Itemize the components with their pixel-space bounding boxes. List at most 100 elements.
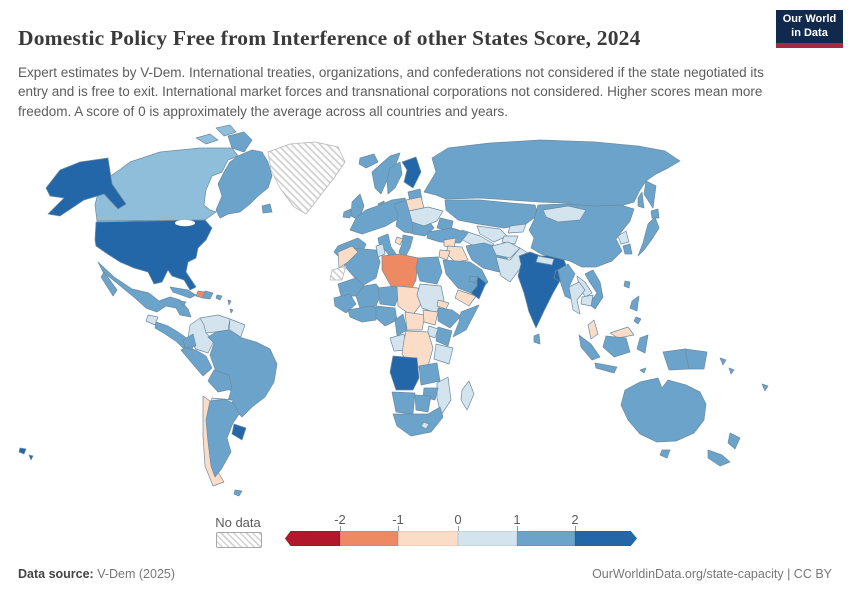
- country-thailand[interactable]: [568, 281, 586, 315]
- country-uruguay[interactable]: [231, 423, 247, 441]
- country-australia[interactable]: [620, 377, 707, 443]
- country-ethiopia[interactable]: [437, 307, 462, 329]
- country-west-africa-coast[interactable]: [347, 305, 379, 323]
- country-jamaica[interactable]: [179, 300, 187, 307]
- country-indonesia-java[interactable]: [594, 362, 618, 374]
- country-pacific-islands[interactable]: [761, 383, 769, 392]
- country-ireland[interactable]: [342, 208, 352, 219]
- country-jordan[interactable]: [438, 249, 451, 261]
- country-philippines[interactable]: [629, 295, 640, 312]
- country-canada-east[interactable]: [215, 149, 273, 219]
- country-indonesia-borneo[interactable]: [602, 335, 631, 358]
- country-madagascar[interactable]: [460, 380, 475, 411]
- country-timor[interactable]: [639, 367, 647, 374]
- country-sweden[interactable]: [386, 161, 403, 195]
- country-australia-tasmania[interactable]: [659, 449, 671, 459]
- country-vietnam[interactable]: [584, 269, 604, 310]
- country-taiwan[interactable]: [623, 280, 631, 289]
- country-north-korea[interactable]: [617, 230, 630, 245]
- country-new-zealand-north[interactable]: [727, 432, 741, 450]
- country-malaysia-borneo[interactable]: [609, 326, 635, 339]
- country-mexico[interactable]: [97, 261, 192, 318]
- country-pacific-islands[interactable]: [728, 367, 735, 375]
- country-canada-east[interactable]: [227, 131, 253, 153]
- country-ecuador[interactable]: [182, 333, 197, 349]
- country-usa-hawaii[interactable]: [18, 447, 27, 455]
- country-indonesia-sumatra[interactable]: [578, 334, 601, 361]
- country-russia-sakhalin[interactable]: [637, 191, 645, 209]
- country-brazil[interactable]: [207, 329, 278, 418]
- country-oman[interactable]: [470, 275, 487, 300]
- country-puerto-rico[interactable]: [215, 294, 223, 301]
- country-mongolia[interactable]: [542, 205, 587, 223]
- country-usa-hawaii[interactable]: [28, 454, 34, 461]
- country-botswana[interactable]: [414, 394, 432, 413]
- country-turkey[interactable]: [426, 227, 469, 244]
- footer-url[interactable]: OurWorldinData.org/state-capacity: [592, 567, 784, 581]
- country-indonesia-papua[interactable]: [662, 348, 690, 371]
- country-tunisia[interactable]: [375, 243, 386, 258]
- legend-bin-1to2[interactable]: [517, 531, 575, 546]
- country-senegal-guinea[interactable]: [333, 293, 357, 314]
- country-peru[interactable]: [180, 347, 213, 377]
- country-falkland-islands[interactable]: [233, 489, 243, 497]
- country-south-sudan[interactable]: [422, 309, 439, 326]
- country-new-zealand-south[interactable]: [707, 449, 731, 467]
- country-usa[interactable]: [94, 219, 213, 291]
- footer-license[interactable]: CC BY: [793, 567, 832, 581]
- country-russia-kamchatka[interactable]: [643, 180, 657, 209]
- owid-logo[interactable]: Our World in Data: [776, 10, 843, 48]
- country-niger[interactable]: [377, 285, 401, 307]
- country-namibia[interactable]: [391, 391, 416, 415]
- country-south-africa[interactable]: [392, 406, 444, 437]
- country-ukraine[interactable]: [408, 206, 444, 227]
- country-tanzania[interactable]: [433, 343, 454, 365]
- country-morocco[interactable]: [337, 245, 359, 269]
- country-pacific-islands[interactable]: [719, 357, 727, 366]
- country-libya[interactable]: [381, 253, 419, 293]
- country-bolivia[interactable]: [207, 369, 233, 393]
- country-united-kingdom[interactable]: [350, 193, 365, 221]
- country-iceland[interactable]: [358, 153, 379, 169]
- country-lesser-antilles[interactable]: [227, 299, 232, 306]
- country-guatemala[interactable]: [145, 314, 159, 326]
- country-kazakhstan[interactable]: [444, 199, 539, 229]
- legend-bin-lt-2[interactable]: [285, 531, 340, 546]
- country-lesser-antilles[interactable]: [229, 308, 234, 314]
- country-usa-alaska[interactable]: [45, 157, 127, 217]
- country-canada-east[interactable]: [261, 203, 273, 214]
- country-zambia[interactable]: [418, 362, 441, 386]
- country-indonesia-sulawesi[interactable]: [636, 334, 649, 354]
- country-canada[interactable]: [195, 133, 219, 145]
- country-mexico-baja[interactable]: [100, 271, 118, 297]
- country-nepal[interactable]: [535, 255, 555, 266]
- country-dominican-republic[interactable]: [202, 290, 214, 300]
- country-kyrgyzstan[interactable]: [507, 223, 527, 234]
- country-papua-new-guinea[interactable]: [684, 348, 708, 370]
- legend-no-data-swatch[interactable]: [216, 532, 262, 548]
- country-chad[interactable]: [396, 285, 422, 317]
- country-egypt[interactable]: [415, 256, 443, 285]
- country-russia[interactable]: [423, 139, 681, 208]
- country-south-korea[interactable]: [622, 243, 633, 255]
- country-uzbekistan[interactable]: [476, 225, 508, 243]
- country-afghanistan[interactable]: [491, 241, 521, 259]
- country-somalia[interactable]: [452, 304, 480, 338]
- country-uae[interactable]: [468, 275, 479, 284]
- country-philippines[interactable]: [633, 316, 642, 325]
- country-malaysia[interactable]: [587, 319, 599, 340]
- country-western-sahara[interactable]: [329, 265, 347, 281]
- country-tajikistan[interactable]: [501, 235, 519, 245]
- country-japan[interactable]: [637, 216, 660, 257]
- legend-bin--2to-1[interactable]: [340, 531, 398, 546]
- country-cuba[interactable]: [169, 286, 197, 299]
- country-cambodia[interactable]: [580, 294, 594, 307]
- country-sri-lanka[interactable]: [533, 333, 541, 345]
- country-yemen[interactable]: [454, 289, 477, 307]
- legend-bin--1to0[interactable]: [398, 531, 458, 546]
- country-mozambique[interactable]: [436, 376, 452, 416]
- country-kenya[interactable]: [435, 326, 453, 347]
- legend-bin-gt2[interactable]: [575, 531, 637, 546]
- country-nigeria[interactable]: [375, 305, 398, 327]
- country-lesotho[interactable]: [420, 421, 430, 430]
